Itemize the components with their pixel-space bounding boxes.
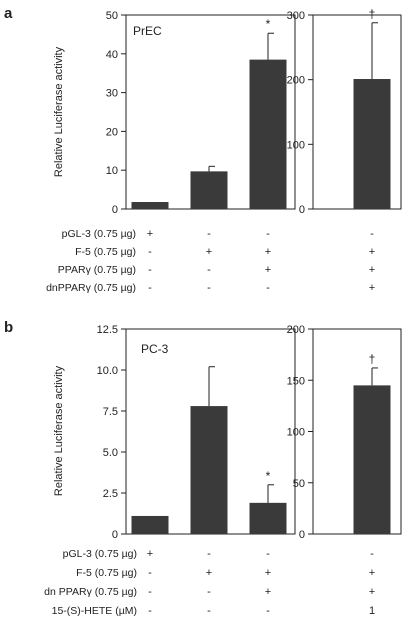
panel-b-main-ytick-label: 0 bbox=[112, 529, 118, 541]
panel-a-treatment-value: - bbox=[148, 282, 152, 294]
panel-a-treatment-value: + bbox=[369, 246, 375, 258]
panel-a-treatment-value: - bbox=[266, 282, 270, 294]
panel-b-treatment-table: pGL-3 (0.75 µg) + - - -F-5 (0.75 µg) - + + +dn P… bbox=[44, 548, 375, 617]
panel-a-treatment-value: - bbox=[148, 264, 152, 276]
panel-a-treatment-label: pGL-3 (0.75 µg) bbox=[62, 228, 136, 240]
panel-a-treatment-value: + bbox=[206, 246, 212, 258]
panel-a-treatment-value: + bbox=[369, 264, 375, 276]
panel-b-ylabel: Relative Luciferase activity bbox=[53, 365, 65, 496]
panel-b-inset-significance-mark: † bbox=[369, 352, 376, 366]
panel-b-main-bar bbox=[190, 406, 228, 534]
panel-b-treatment-value: - bbox=[266, 605, 270, 617]
panel-b-inset-ytick-label: 0 bbox=[299, 529, 305, 541]
panel-b-inset-ytick-label: 100 bbox=[287, 427, 305, 439]
panel-a-treatment-value: - bbox=[370, 228, 374, 240]
panel-a-inset-ytick-label: 300 bbox=[287, 10, 305, 22]
panel-b-treatment-label: F-5 (0.75 µg) bbox=[76, 567, 137, 579]
panel-a-treatment-value: + bbox=[265, 264, 271, 276]
panel-b-treatment-value: - bbox=[148, 605, 152, 617]
panel-a-main-ytick-label: 50 bbox=[106, 10, 118, 22]
panel-b-treatment-value: - bbox=[370, 548, 374, 560]
panel-b-treatment-value: + bbox=[369, 567, 375, 579]
panel-a: a Relative Luciferase activity PrEC 0 10 2… bbox=[4, 5, 402, 294]
panel-a-main-significance-mark: * bbox=[266, 17, 271, 31]
panel-b-main-bar bbox=[131, 515, 169, 534]
panel-b-main-ytick-label: 5.0 bbox=[103, 447, 118, 459]
panel-a-inset-bar bbox=[353, 79, 391, 210]
panel-b-inset-ytick-label: 200 bbox=[287, 324, 305, 336]
panel-b-treatment-label: dn PPARγ (0.75 µg) bbox=[44, 586, 137, 598]
panel-b-inset-plot: 0 50 100 150 200 † bbox=[287, 324, 391, 541]
panel-b-main-plot: 0 2.5 5.0 7.5 10.0 12.5 * bbox=[97, 324, 287, 541]
panel-b-title: PC-3 bbox=[141, 342, 169, 356]
panel-a-treatment-value: - bbox=[266, 228, 270, 240]
panel-a-main-bar bbox=[131, 202, 169, 209]
panel-a-treatment-value: - bbox=[207, 282, 211, 294]
panel-a-main-bar bbox=[249, 59, 287, 210]
panel-b-inset-ytick-label: 50 bbox=[293, 478, 305, 490]
panel-b-treatment-value: 1 bbox=[369, 605, 375, 617]
panel-b-treatment-value: - bbox=[207, 586, 211, 598]
panel-a-main-ytick-label: 0 bbox=[112, 204, 118, 216]
panel-b-treatment-value: + bbox=[265, 567, 271, 579]
panel-a-inset-ytick-label: 200 bbox=[287, 75, 305, 87]
panel-b-main-bar bbox=[249, 502, 287, 534]
panel-b-treatment-value: - bbox=[207, 605, 211, 617]
panel-b-treatment-value: + bbox=[147, 548, 153, 560]
panel-a-main-ytick-label: 40 bbox=[106, 49, 118, 61]
panel-a-treatment-value: - bbox=[148, 246, 152, 258]
panel-b-treatment-value: + bbox=[265, 586, 271, 598]
panel-b-treatment-value: - bbox=[148, 586, 152, 598]
panel-a-main-ytick-label: 30 bbox=[106, 88, 118, 100]
panel-a-treatment-value: - bbox=[207, 264, 211, 276]
panel-a-letter: a bbox=[4, 5, 13, 22]
panel-a-treatment-value: + bbox=[369, 282, 375, 294]
panel-b-main-significance-mark: * bbox=[266, 469, 271, 483]
panel-b-treatment-value: - bbox=[266, 548, 270, 560]
panel-a-main-ytick-label: 10 bbox=[106, 165, 118, 177]
panel-b-treatment-label: pGL-3 (0.75 µg) bbox=[63, 548, 137, 560]
panel-b-main-ytick-label: 12.5 bbox=[97, 324, 118, 336]
panel-a-inset-plot: 0 100 200 300 † bbox=[287, 7, 391, 216]
panel-b-treatment-value: + bbox=[369, 586, 375, 598]
panel-a-treatment-value: + bbox=[265, 246, 271, 258]
panel-b-letter: b bbox=[4, 319, 13, 336]
panel-b-treatment-value: - bbox=[148, 567, 152, 579]
panel-b-treatment-label: 15-(S)-HETE (µM) bbox=[52, 605, 137, 617]
panel-a-treatment-table: pGL-3 (0.75 µg) + - - -F-5 (0.75 µg) - + + +PPAR… bbox=[46, 228, 375, 294]
panel-b-main-ytick-label: 2.5 bbox=[103, 488, 118, 500]
panel-a-inset-ytick-label: 0 bbox=[299, 204, 305, 216]
panel-a-main-ytick-label: 20 bbox=[106, 126, 118, 138]
panel-a-treatment-label: PPARγ (0.75 µg) bbox=[58, 264, 136, 276]
panel-a-treatment-label: dnPPARγ (0.75 µg) bbox=[46, 282, 136, 294]
panel-a-title: PrEC bbox=[133, 24, 162, 38]
panel-b-treatment-value: + bbox=[206, 567, 212, 579]
panel-b-inset-ytick-label: 150 bbox=[287, 375, 305, 387]
panel-b-inset-bar bbox=[353, 385, 391, 534]
panel-b-main-ytick-label: 7.5 bbox=[103, 406, 118, 418]
panel-b-main-ytick-label: 10.0 bbox=[97, 365, 118, 377]
panel-a-inset-ytick-label: 100 bbox=[287, 139, 305, 151]
panel-a-treatment-value: + bbox=[147, 228, 153, 240]
panel-a-treatment-value: - bbox=[207, 228, 211, 240]
panel-a-treatment-label: F-5 (0.75 µg) bbox=[75, 246, 136, 258]
panel-a-inset-significance-mark: † bbox=[369, 7, 376, 21]
panel-b: b Relative Luciferase activity PC-3 0 2.5… bbox=[4, 319, 402, 617]
panel-a-ylabel: Relative Luciferase activity bbox=[53, 46, 65, 177]
panel-a-main-bar bbox=[190, 171, 228, 209]
panel-a-main-plot: 0 10 20 30 40 50 * bbox=[106, 10, 287, 216]
panel-b-treatment-value: - bbox=[207, 548, 211, 560]
